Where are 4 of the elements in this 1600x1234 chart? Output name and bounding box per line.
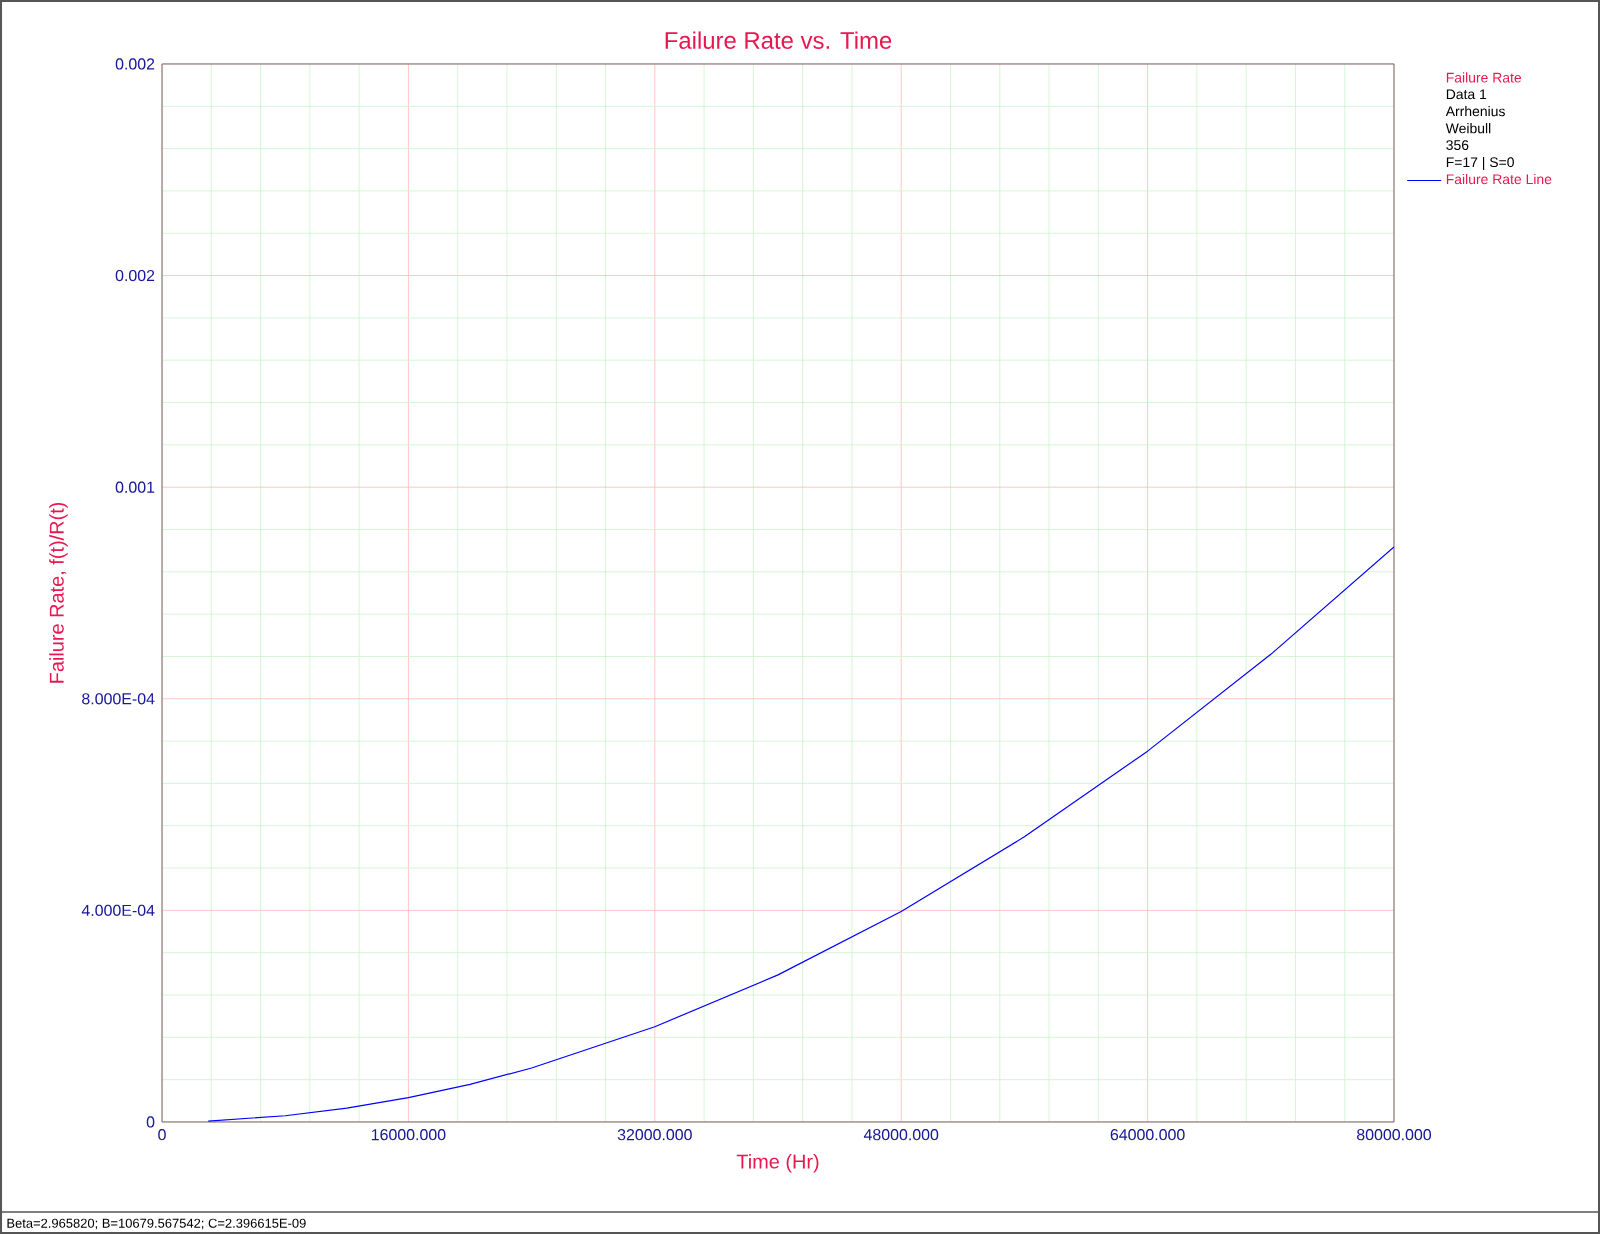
line-series: [207, 546, 1394, 1122]
y-axis-title: Failure Rate, f(t)/R(t): [49, 502, 68, 683]
chart-title: Failure Rate vs. Time: [665, 31, 892, 49]
x-axis-title: Time (Hr): [736, 1153, 819, 1173]
